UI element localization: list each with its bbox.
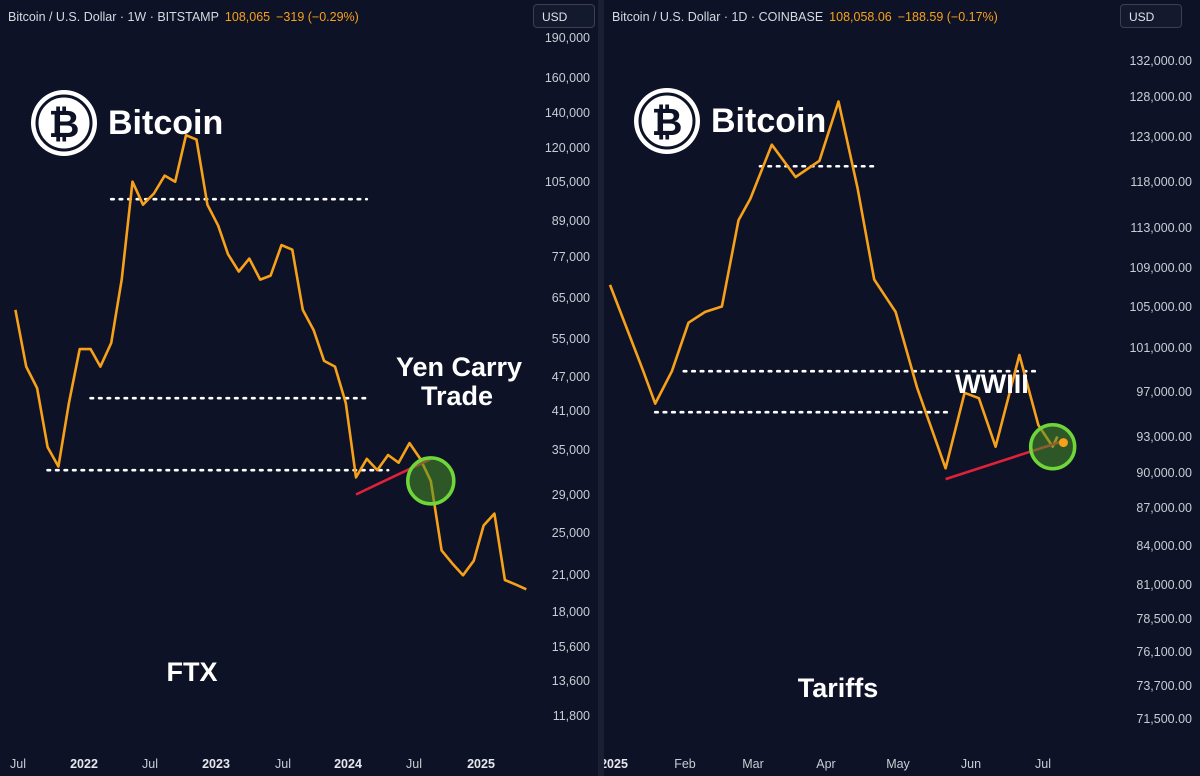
y-axis: 132,000.00 128,000.00 123,000.00 118,000…	[1129, 54, 1192, 726]
x-tick: May	[886, 757, 910, 771]
chart-panel-daily: 132,000.00 128,000.00 123,000.00 118,000…	[604, 0, 1200, 776]
y-tick: 13,600	[552, 674, 590, 688]
y-tick: 123,000.00	[1129, 130, 1192, 144]
support-levels	[46, 197, 390, 472]
y-tick: 140,000	[545, 106, 590, 120]
x-tick: Jul	[406, 757, 422, 771]
x-tick: Jul	[142, 757, 158, 771]
y-tick: 15,600	[552, 640, 590, 654]
x-tick: 2023	[202, 757, 230, 771]
currency-button[interactable]: USD	[1120, 4, 1182, 28]
last-price: 108,065	[224, 10, 271, 24]
y-tick: 84,000.00	[1136, 539, 1192, 553]
logo-label: Bitcoin	[711, 102, 826, 140]
y-tick: 128,000.00	[1129, 90, 1192, 104]
bitcoin-logo: ₿ Bitcoin	[31, 90, 223, 156]
y-tick: 87,000.00	[1136, 501, 1192, 515]
price-change: −319 (−0.29%)	[276, 10, 359, 24]
y-tick: 77,000	[552, 250, 590, 264]
y-tick: 76,100.00	[1136, 645, 1192, 659]
y-tick: 190,000	[545, 31, 590, 45]
last-price: 108,058.06	[829, 10, 892, 24]
annotation-tariffs: Tariffs	[798, 673, 879, 703]
y-tick: 89,000	[552, 214, 590, 228]
chart-header: Bitcoin / U.S. Dollar · 1W · BITSTAMP 108…	[8, 10, 359, 24]
y-tick: 73,700.00	[1136, 679, 1192, 693]
x-tick: 2022	[70, 757, 98, 771]
x-tick: Apr	[816, 757, 835, 771]
y-axis: 190,000 160,000 140,000 120,000 105,000 …	[545, 31, 590, 723]
y-tick: 105,000	[545, 175, 590, 189]
y-tick: 78,500.00	[1136, 612, 1192, 626]
annotation-wwiii: WWIII	[955, 369, 1028, 399]
bitcoin-glyph: ₿	[49, 104, 80, 146]
chart-header: Bitcoin / U.S. Dollar · 1D · COINBASE 108…	[612, 10, 998, 24]
y-tick: 21,000	[552, 568, 590, 582]
y-tick: 55,000	[552, 332, 590, 346]
symbol-title: Bitcoin / U.S. Dollar · 1D · COINBASE	[612, 10, 824, 24]
y-tick: 120,000	[545, 141, 590, 155]
weekly-chart: 190,000 160,000 140,000 120,000 105,000 …	[10, 31, 590, 771]
currency-button[interactable]: USD	[533, 4, 595, 28]
y-tick: 101,000.00	[1129, 341, 1192, 355]
y-tick: 90,000.00	[1136, 466, 1192, 480]
x-tick: 2025	[467, 757, 495, 771]
y-tick: 109,000.00	[1129, 261, 1192, 275]
y-tick: 71,500.00	[1136, 712, 1192, 726]
bitcoin-icon-ring	[638, 92, 696, 150]
y-tick: 35,000	[552, 443, 590, 457]
x-tick: 2025	[604, 757, 628, 771]
price-line	[608, 100, 1059, 470]
y-tick: 97,000.00	[1136, 385, 1192, 399]
bitcoin-icon	[31, 90, 97, 156]
breakout-marker	[406, 456, 456, 506]
logo-label: Bitcoin	[108, 104, 223, 142]
breakout-marker	[1028, 422, 1077, 471]
x-tick: Mar	[742, 757, 764, 771]
price-change: −188.59 (−0.17%)	[897, 10, 998, 24]
y-tick: 118,000.00	[1130, 175, 1192, 189]
x-tick: Feb	[674, 757, 696, 771]
annotation-trade: Trade	[421, 381, 493, 411]
chart-panel-weekly: 190,000 160,000 140,000 120,000 105,000 …	[0, 0, 598, 776]
y-tick: 25,000	[552, 526, 590, 540]
y-tick: 11,800	[553, 709, 590, 723]
annotation-yen-carry: Yen Carry	[396, 352, 522, 382]
panel-divider	[598, 0, 604, 776]
bitcoin-glyph: ₿	[652, 102, 683, 144]
symbol-title: Bitcoin / U.S. Dollar · 1W · BITSTAMP	[8, 10, 219, 24]
price-line	[14, 133, 527, 591]
y-tick: 18,000	[552, 605, 590, 619]
bitcoin-icon	[634, 88, 700, 154]
x-axis: 2025 Feb Mar Apr May Jun Jul	[604, 757, 1051, 771]
y-tick: 93,000.00	[1136, 430, 1192, 444]
y-tick: 160,000	[545, 71, 590, 85]
last-price-dot	[1058, 438, 1068, 448]
bitcoin-logo: ₿ Bitcoin	[634, 88, 826, 154]
bitcoin-icon-ring	[35, 94, 93, 152]
y-tick: 132,000.00	[1129, 54, 1192, 68]
y-tick: 113,000.00	[1130, 221, 1192, 235]
annotation-ftx: FTX	[167, 657, 218, 687]
y-tick: 81,000.00	[1136, 578, 1192, 592]
x-axis: Jul 2022 Jul 2023 Jul 2024 Jul 2025	[10, 757, 495, 771]
x-tick: Jul	[1035, 757, 1051, 771]
y-tick: 41,000	[552, 404, 590, 418]
y-tick: 105,000.00	[1129, 300, 1192, 314]
support-levels	[653, 164, 1040, 414]
y-tick: 65,000	[552, 291, 590, 305]
x-tick: Jul	[10, 757, 26, 771]
x-tick: Jun	[961, 757, 981, 771]
x-tick: 2024	[334, 757, 362, 771]
daily-chart: 132,000.00 128,000.00 123,000.00 118,000…	[604, 54, 1192, 771]
x-tick: Jul	[275, 757, 291, 771]
y-tick: 47,000	[552, 370, 590, 384]
y-tick: 29,000	[552, 488, 590, 502]
